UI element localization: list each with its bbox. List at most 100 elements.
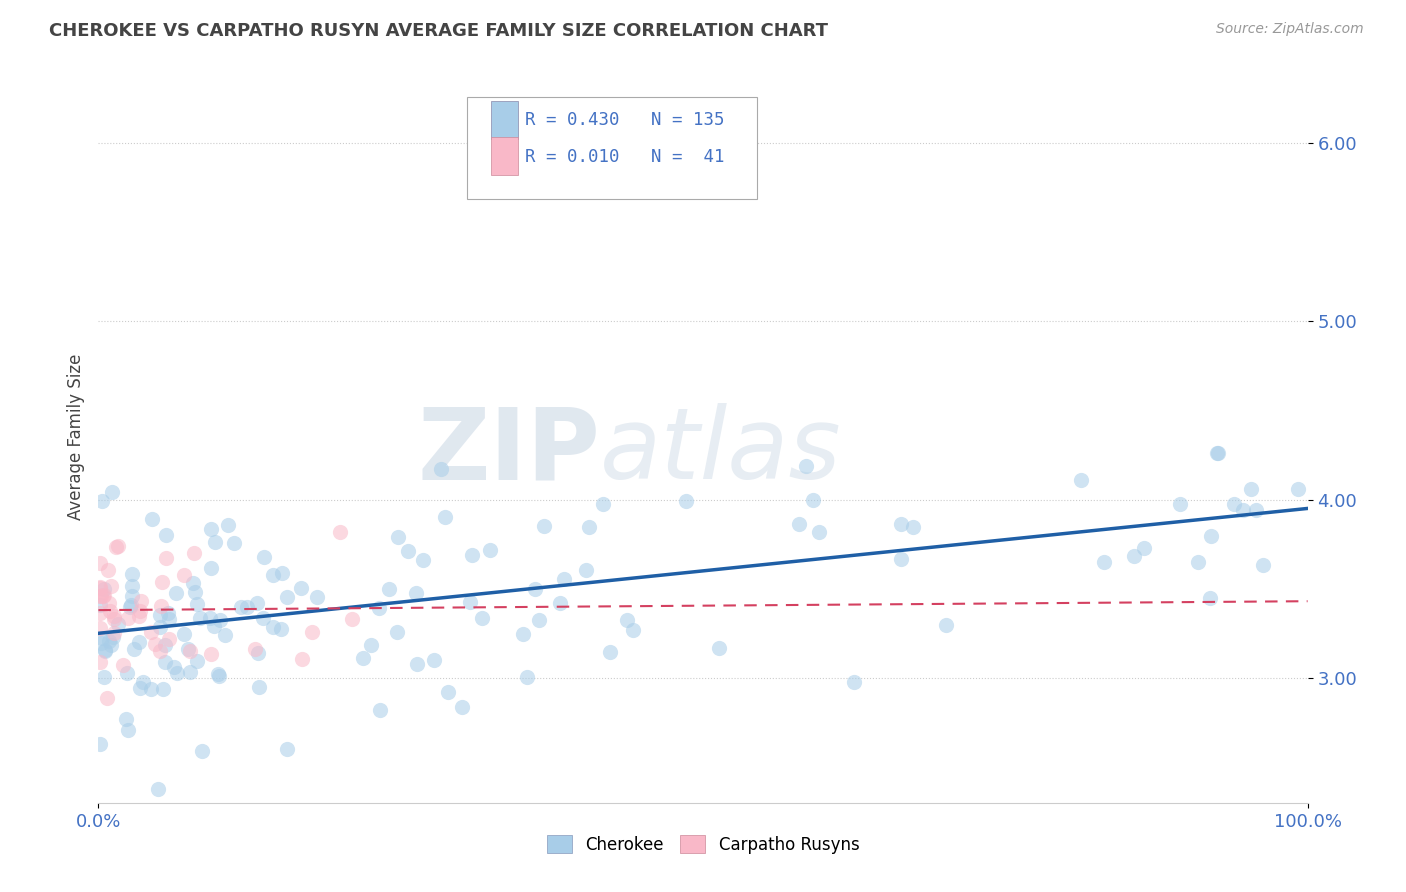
Y-axis label: Average Family Size: Average Family Size: [66, 354, 84, 520]
Point: [141, 512, 163, 526]
Point: [153, 639, 176, 653]
Point: [173, 567, 195, 582]
Point: [533, 519, 555, 533]
Point: [166, 665, 188, 680]
Point: [128, 681, 150, 695]
Point: [1208, 446, 1230, 460]
Point: [165, 586, 187, 600]
Point: [262, 568, 284, 582]
Point: [1070, 473, 1092, 487]
Point: [89, 589, 111, 603]
Point: [122, 641, 145, 656]
Point: [89, 598, 111, 612]
Point: [1122, 549, 1144, 563]
Point: [155, 527, 177, 541]
Point: [367, 601, 389, 615]
Point: [184, 585, 207, 599]
Point: [360, 638, 382, 652]
Point: [188, 611, 211, 625]
Point: [252, 611, 274, 625]
Point: [115, 712, 138, 726]
Point: [103, 612, 125, 626]
Point: [262, 620, 284, 634]
Point: [94, 644, 117, 658]
Point: [423, 653, 446, 667]
Point: [516, 670, 538, 684]
Point: [155, 655, 177, 669]
Point: [111, 657, 134, 672]
Point: [592, 497, 614, 511]
Point: [1251, 558, 1274, 573]
Point: [100, 639, 122, 653]
Point: [934, 617, 956, 632]
Point: [599, 645, 621, 659]
Point: [89, 606, 111, 620]
Point: [93, 643, 115, 657]
Point: [121, 567, 143, 582]
Point: [120, 600, 142, 615]
Point: [578, 520, 600, 534]
Point: [437, 685, 460, 699]
Point: [253, 550, 276, 565]
Point: [271, 566, 294, 580]
Point: [794, 458, 817, 473]
Point: [163, 660, 186, 674]
Point: [246, 646, 269, 660]
Point: [478, 543, 501, 558]
Point: [236, 600, 259, 615]
Point: [329, 524, 352, 539]
Text: R = 0.430   N = 135: R = 0.430 N = 135: [526, 112, 724, 129]
Point: [801, 493, 824, 508]
Point: [101, 485, 124, 500]
Point: [157, 606, 180, 620]
Point: [207, 666, 229, 681]
Point: [155, 551, 177, 566]
Point: [152, 682, 174, 697]
Point: [103, 608, 125, 623]
Point: [208, 613, 231, 627]
Point: [1223, 497, 1246, 511]
Legend: Cherokee, Carpatho Rusyns: Cherokee, Carpatho Rusyns: [540, 829, 866, 860]
Point: [97, 563, 120, 577]
Text: CHEROKEE VS CARPATHO RUSYN AVERAGE FAMILY SIZE CORRELATION CHART: CHEROKEE VS CARPATHO RUSYN AVERAGE FAMIL…: [49, 22, 828, 40]
Point: [89, 621, 111, 635]
Point: [675, 494, 697, 508]
Point: [1206, 446, 1229, 460]
Point: [103, 626, 125, 640]
Point: [1286, 483, 1309, 497]
Point: [149, 599, 172, 613]
Point: [89, 580, 111, 594]
Point: [89, 556, 111, 570]
Point: [157, 612, 180, 626]
Point: [890, 552, 912, 566]
Point: [149, 607, 172, 622]
Text: ZIP: ZIP: [418, 403, 600, 500]
Point: [208, 668, 231, 682]
Point: [1244, 503, 1267, 517]
Point: [450, 699, 472, 714]
Point: [378, 582, 401, 596]
Point: [149, 644, 172, 658]
Point: [707, 640, 730, 655]
Point: [616, 613, 638, 627]
Point: [524, 582, 547, 596]
Point: [179, 644, 201, 658]
Point: [301, 625, 323, 640]
Point: [177, 641, 200, 656]
Point: [433, 510, 456, 524]
Point: [789, 517, 811, 532]
Point: [186, 597, 208, 611]
Point: [98, 604, 121, 618]
FancyBboxPatch shape: [467, 97, 758, 200]
Text: Source: ZipAtlas.com: Source: ZipAtlas.com: [1216, 22, 1364, 37]
Point: [150, 574, 173, 589]
Point: [128, 635, 150, 649]
Point: [342, 611, 364, 625]
Point: [117, 723, 139, 737]
Point: [553, 573, 575, 587]
Point: [149, 620, 172, 634]
FancyBboxPatch shape: [492, 101, 517, 138]
Point: [1199, 529, 1222, 543]
Point: [159, 632, 181, 646]
Point: [200, 560, 222, 574]
